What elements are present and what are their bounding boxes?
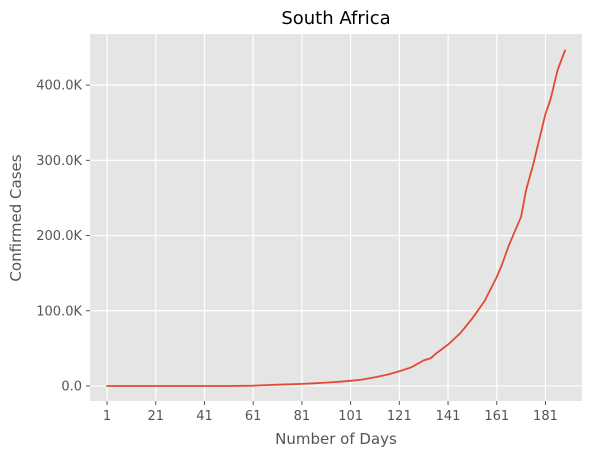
x-tick-label: 161 bbox=[484, 409, 509, 424]
y-tick-label: 200.0K bbox=[36, 229, 82, 244]
x-tick-label: 21 bbox=[147, 409, 164, 424]
x-tick-label: 181 bbox=[533, 409, 558, 424]
x-tick-label: 121 bbox=[387, 409, 412, 424]
x-tick-label: 101 bbox=[338, 409, 363, 424]
chart-title: South Africa bbox=[281, 8, 390, 29]
series-layer bbox=[106, 49, 566, 387]
y-axis-label: Confirmed Cases bbox=[7, 154, 25, 281]
y-axis: 0.0 100.0K 200.0K 300.0K 400.0K bbox=[36, 79, 90, 394]
x-tick-label: 61 bbox=[245, 409, 262, 424]
x-tick-label: 41 bbox=[196, 409, 213, 424]
y-tick-label: 100.0K bbox=[36, 304, 82, 319]
x-tick-label: 141 bbox=[436, 409, 461, 424]
y-tick-label: 400.0K bbox=[36, 79, 82, 94]
x-tick-label: 1 bbox=[103, 409, 111, 424]
y-tick-label: 300.0K bbox=[36, 154, 82, 169]
plot-area bbox=[90, 34, 582, 401]
series-line-confirmed-cases bbox=[106, 49, 566, 387]
x-axis-label: Number of Days bbox=[275, 430, 397, 448]
x-tick-label: 81 bbox=[294, 409, 311, 424]
y-tick-label: 0.0 bbox=[61, 379, 82, 394]
x-axis: 1 21 41 61 81 101 121 141 161 181 bbox=[103, 401, 558, 424]
